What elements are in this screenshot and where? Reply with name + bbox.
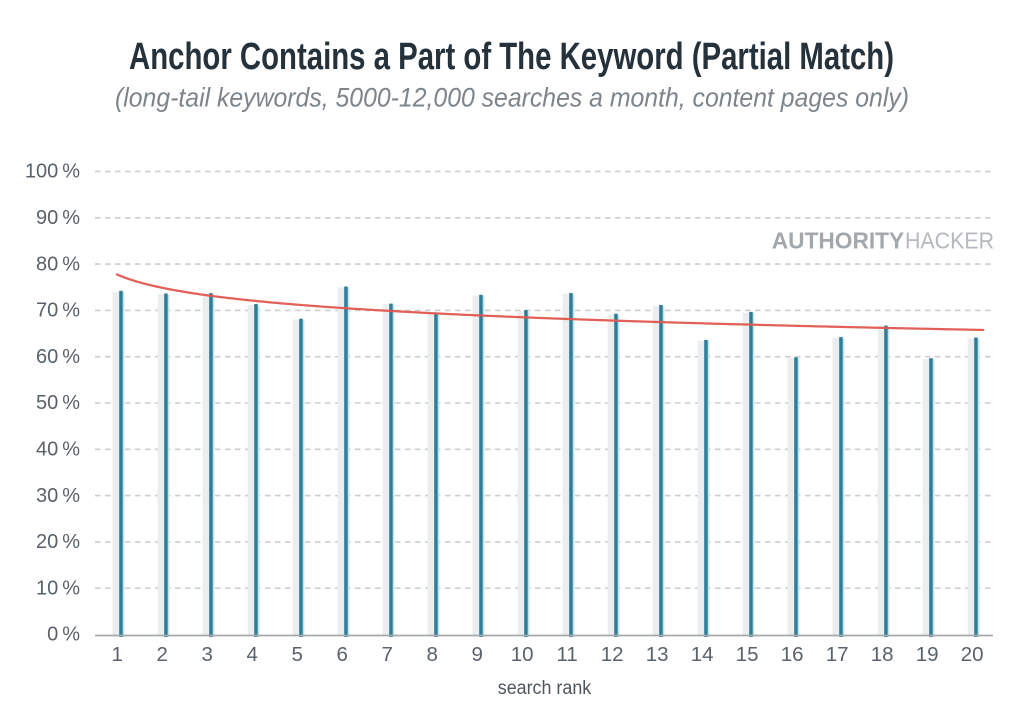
svg-text:8: 8 — [426, 643, 437, 666]
svg-text:50 %: 50 % — [36, 392, 80, 414]
svg-text:30 %: 30 % — [36, 485, 80, 507]
svg-text:18: 18 — [871, 643, 894, 666]
svg-text:17: 17 — [826, 643, 849, 666]
svg-text:HACKER: HACKER — [905, 228, 994, 254]
svg-text:AUTHORITY: AUTHORITY — [772, 228, 905, 254]
svg-text:40 %: 40 % — [36, 439, 80, 461]
svg-text:12: 12 — [601, 643, 624, 666]
svg-text:16: 16 — [781, 643, 804, 666]
svg-text:14: 14 — [691, 643, 714, 666]
svg-text:10: 10 — [511, 643, 534, 666]
svg-text:Anchor Contains a Part of The: Anchor Contains a Part of The Keyword (P… — [129, 36, 894, 78]
svg-text:90 %: 90 % — [36, 207, 80, 229]
svg-text:11: 11 — [557, 643, 578, 666]
svg-text:search rank: search rank — [498, 678, 592, 699]
svg-text:0 %: 0 % — [47, 624, 80, 646]
svg-text:(long-tail keywords, 5000-12,0: (long-tail keywords, 5000-12,000 searche… — [115, 83, 909, 113]
svg-text:80 %: 80 % — [36, 253, 80, 275]
svg-text:4: 4 — [246, 643, 257, 666]
svg-text:1: 1 — [111, 643, 122, 666]
svg-text:20 %: 20 % — [36, 531, 80, 553]
svg-text:6: 6 — [336, 643, 347, 666]
svg-text:15: 15 — [736, 643, 759, 666]
svg-text:19: 19 — [916, 643, 939, 666]
svg-text:3: 3 — [201, 643, 212, 666]
svg-text:70 %: 70 % — [36, 300, 80, 322]
svg-text:2: 2 — [156, 643, 167, 666]
svg-text:10 %: 10 % — [36, 577, 80, 599]
svg-text:20: 20 — [961, 643, 984, 666]
svg-text:100 %: 100 % — [25, 161, 80, 183]
svg-text:60 %: 60 % — [36, 346, 80, 368]
svg-text:7: 7 — [381, 643, 392, 666]
svg-text:5: 5 — [291, 643, 302, 666]
svg-text:13: 13 — [646, 643, 669, 666]
svg-text:9: 9 — [471, 643, 482, 666]
